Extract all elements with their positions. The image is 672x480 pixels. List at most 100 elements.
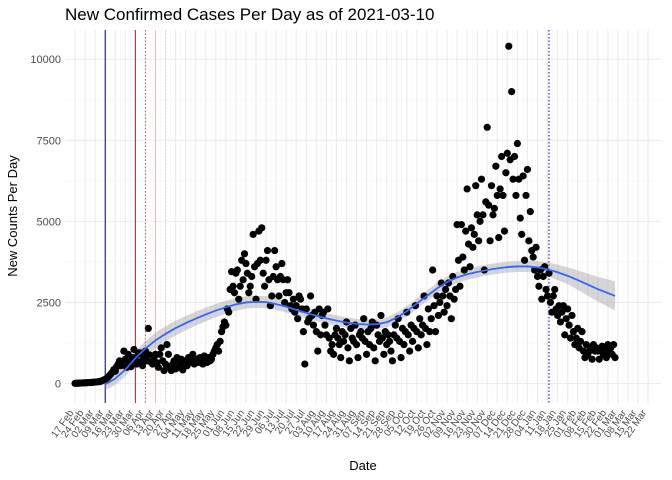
data-point <box>340 337 348 345</box>
data-point <box>230 289 239 297</box>
data-point <box>502 169 510 177</box>
y-axis-title: New Counts Per Day <box>5 155 20 277</box>
data-point <box>216 337 224 345</box>
data-point <box>225 308 233 316</box>
data-point <box>492 162 500 170</box>
data-point <box>466 263 474 271</box>
data-point <box>509 175 517 183</box>
data-point <box>561 331 569 339</box>
data-point <box>289 295 297 303</box>
data-point <box>476 217 484 225</box>
data-point <box>362 350 371 358</box>
data-point <box>329 350 338 358</box>
data-point <box>294 315 302 323</box>
confidence-band <box>105 260 616 391</box>
data-point <box>529 253 537 261</box>
data-point <box>490 204 499 212</box>
data-point <box>321 321 329 329</box>
data-point <box>526 208 534 216</box>
data-point <box>285 289 293 297</box>
data-point <box>483 123 491 131</box>
data-point <box>558 308 566 316</box>
data-point <box>610 341 618 349</box>
data-point <box>431 328 440 336</box>
data-point <box>423 341 431 349</box>
y-tick-label: 0 <box>55 379 61 391</box>
data-point <box>344 344 352 352</box>
data-point <box>439 292 447 300</box>
data-point <box>495 233 503 242</box>
data-point <box>380 350 388 358</box>
data-point <box>473 211 481 219</box>
data-point <box>539 272 547 281</box>
data-point <box>430 302 438 310</box>
data-point <box>156 350 164 358</box>
data-point <box>314 347 322 355</box>
data-point <box>485 201 493 209</box>
data-point <box>538 295 546 303</box>
data-point <box>459 253 467 261</box>
data-point <box>543 292 552 300</box>
data-point <box>487 182 496 190</box>
data-point <box>262 256 270 264</box>
data-point <box>275 292 283 300</box>
data-point <box>568 311 576 320</box>
data-point <box>499 191 507 200</box>
data-point <box>154 363 162 371</box>
data-point <box>556 318 565 326</box>
data-point <box>532 243 540 251</box>
data-point <box>236 282 244 290</box>
data-point <box>136 349 144 357</box>
data-point <box>497 152 506 161</box>
data-point <box>337 353 345 362</box>
data-point <box>456 282 464 290</box>
data-point <box>354 353 362 362</box>
data-point <box>256 256 264 264</box>
data-point <box>460 266 468 274</box>
data-point <box>388 357 397 365</box>
data-point <box>360 315 368 323</box>
data-point <box>271 246 279 255</box>
data-point <box>281 298 289 307</box>
data-point <box>404 331 412 339</box>
data-point <box>429 266 437 274</box>
data-point <box>564 305 572 313</box>
data-point <box>546 298 555 307</box>
grid <box>65 30 661 403</box>
data-point <box>489 211 497 219</box>
data-point <box>242 259 250 268</box>
data-point <box>261 282 269 290</box>
data-point <box>512 191 520 200</box>
data-point <box>292 302 300 310</box>
data-point <box>505 42 513 50</box>
data-point <box>189 350 197 358</box>
data-point <box>239 276 247 284</box>
y-tick-label: 2500 <box>37 297 61 309</box>
data-point <box>263 246 272 255</box>
data-point <box>235 295 243 303</box>
data-point <box>436 298 444 307</box>
data-point <box>357 328 365 336</box>
data-points <box>71 42 619 387</box>
data-point <box>576 337 585 345</box>
data-point <box>535 282 543 290</box>
data-point <box>470 230 478 238</box>
data-point <box>447 315 455 323</box>
data-point <box>479 211 487 219</box>
data-point <box>377 311 385 320</box>
data-point <box>306 292 315 300</box>
data-point <box>296 295 305 303</box>
data-point <box>164 350 173 358</box>
data-point <box>463 185 471 193</box>
data-point <box>562 315 570 323</box>
data-point <box>549 292 557 300</box>
data-point <box>566 334 575 342</box>
data-point <box>378 334 386 342</box>
data-point <box>229 282 237 290</box>
data-point <box>385 337 394 345</box>
data-point <box>299 328 307 336</box>
data-point <box>417 331 425 339</box>
data-point <box>611 353 619 362</box>
y-axis-ticks: 0 2500 5000 7500 10000 <box>30 54 61 390</box>
